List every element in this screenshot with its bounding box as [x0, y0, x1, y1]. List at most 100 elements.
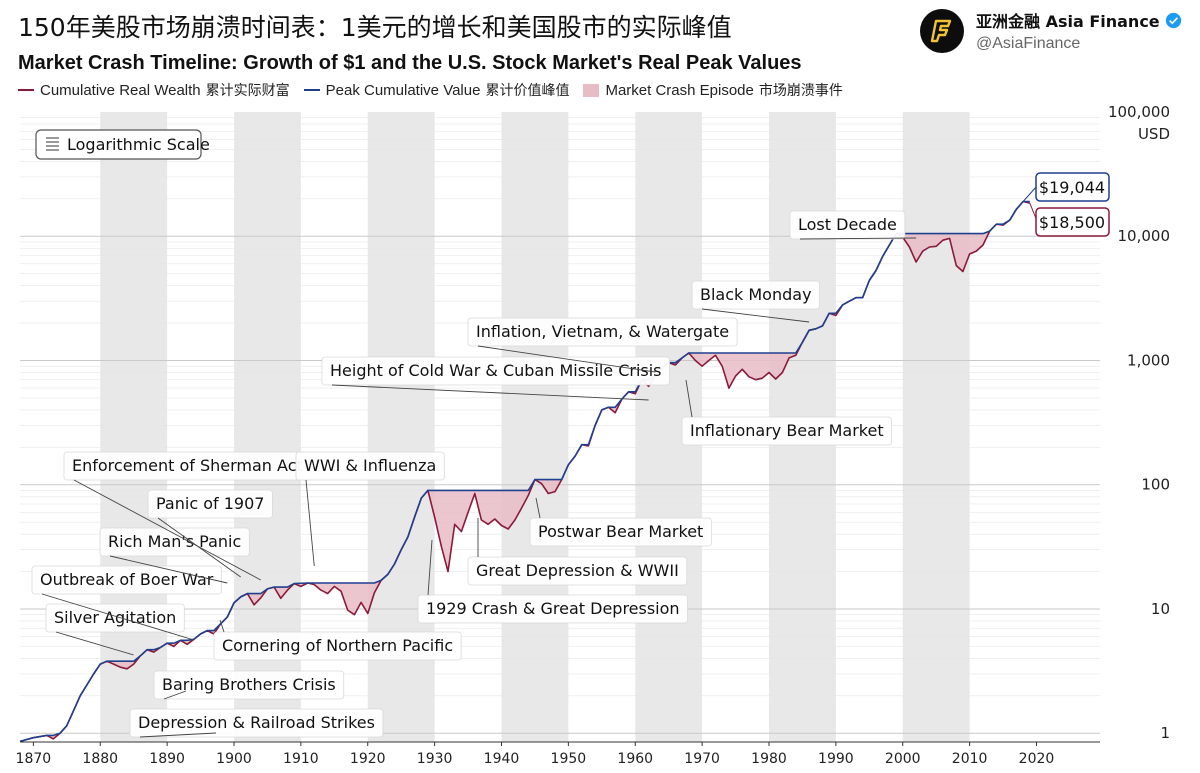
- callout-peak-box: [1035, 172, 1110, 202]
- annotation-callout: Postwar Bear Market: [529, 497, 712, 547]
- annotation-leader: [331, 384, 649, 401]
- annotation-leader: [477, 345, 656, 373]
- legend-wealth-swatch: [18, 89, 34, 91]
- annotation-label: Depression & Railroad Strikes: [138, 713, 375, 732]
- value-callouts: $19,044 $18,500: [1022, 172, 1110, 237]
- callout-wealth-value: $18,500: [1029, 202, 1110, 237]
- annotation-box: [45, 603, 185, 633]
- x-tick-label: 1970: [684, 751, 720, 767]
- annotation-label: Lost Decade: [798, 215, 897, 234]
- x-tick-label: 1890: [149, 751, 185, 767]
- legend-crash-swatch: [583, 83, 600, 97]
- x-tick-label: 1980: [751, 751, 787, 767]
- x-tick-label: 1960: [617, 751, 653, 767]
- scale-badge[interactable]: Logarithmic Scale: [35, 129, 210, 160]
- annotation-leader: [305, 479, 315, 567]
- annotation-box: [691, 280, 820, 310]
- annotation-box: [31, 565, 222, 595]
- x-tick-label: 1950: [551, 751, 587, 767]
- annotation-box: [129, 708, 384, 738]
- callout-peak-value: $19,044: [1022, 172, 1110, 202]
- legend-crash-label-cn: 市场崩溃事件: [758, 83, 843, 99]
- series-lines: [19, 200, 1030, 743]
- annotation-box: [213, 631, 462, 661]
- annotation-callout: Silver Agitation: [45, 603, 185, 656]
- annotation-label: Baring Brothers Crisis: [162, 675, 336, 694]
- logo-f-icon: [930, 19, 952, 42]
- series-line-peak-cumulative-value: [19, 200, 1030, 743]
- legend-item-wealth: Cumulative Real Wealth 累计实际财富: [18, 80, 290, 100]
- x-tick-label: 2000: [885, 751, 921, 767]
- y-tick-label: 100,000: [1108, 103, 1170, 121]
- page-title-cn: 150年美股市场崩溃时间表：1美元的增长和美国股市的实际峰值: [18, 13, 732, 42]
- annotation-label: Silver Agitation: [54, 608, 176, 627]
- verified-badge-icon: [1165, 12, 1181, 28]
- account-avatar[interactable]: [920, 8, 964, 53]
- annotation-label: Great Depression & WWII: [476, 561, 679, 580]
- decade-band-1880: [100, 112, 168, 742]
- annotation-callout: Baring Brothers Crisis: [153, 670, 345, 700]
- annotation-box: [321, 356, 670, 386]
- callout-peak-label: $19,044: [1039, 178, 1105, 197]
- callout-wealth-box: [1035, 207, 1110, 237]
- y-tick-label: 1,000: [1127, 351, 1170, 369]
- annotation-label: Height of Cold War & Cuban Missile Crisi…: [330, 361, 662, 380]
- x-tick-label: 1990: [818, 751, 854, 767]
- annotation-callout: Height of Cold War & Cuban Missile Crisi…: [321, 356, 670, 401]
- list-lines-icon: [46, 137, 59, 151]
- annotation-box: [153, 670, 345, 700]
- callout-wealth-label: $18,500: [1039, 213, 1105, 232]
- x-tick-label: 1900: [216, 751, 252, 767]
- decade-band-1940: [501, 112, 569, 742]
- x-tick-label: 2010: [952, 751, 988, 767]
- annotation-leader: [55, 631, 134, 656]
- annotation-callout: Rich Man's Panic: [99, 527, 250, 584]
- annotation-leader: [535, 497, 541, 519]
- annotation-box: [681, 416, 893, 446]
- legend-peak-label-cn: 累计价值峰值: [485, 83, 570, 99]
- annotation-leader: [73, 479, 261, 581]
- annotation-label: Rich Man's Panic: [108, 532, 241, 551]
- annotation-callout: Lost Decade: [789, 210, 917, 240]
- legend-wealth-label-cn: 累计实际财富: [205, 83, 290, 99]
- y-tick-label: 1: [1160, 724, 1170, 742]
- annotation-box: [467, 317, 738, 347]
- legend-peak-label-en: Peak Cumulative Value: [325, 81, 481, 99]
- annotation-callout: Great Depression & WWII: [467, 518, 688, 586]
- annotation-box: [295, 451, 445, 481]
- annotation-callout: Cornering of Northern Pacific: [213, 619, 462, 661]
- annotation-label: Black Monday: [700, 285, 812, 304]
- annotation-callout: Depression & Railroad Strikes: [129, 708, 384, 738]
- annotation-box: [417, 594, 688, 624]
- legend-item-crash: Market Crash Episode 市场崩溃事件: [583, 80, 843, 100]
- annotation-leader: [701, 308, 810, 323]
- annotation-label: 1929 Crash & Great Depression: [426, 599, 680, 618]
- annotation-box: [99, 527, 250, 557]
- x-tick-label: 1930: [417, 751, 453, 767]
- annotation-label: Cornering of Northern Pacific: [222, 636, 453, 655]
- annotation-callout: Black Monday: [691, 280, 820, 323]
- x-tick-label: 1880: [82, 751, 118, 767]
- annotation-label: Inflation, Vietnam, & Watergate: [476, 322, 729, 341]
- callout-peak-leader: [1022, 185, 1038, 202]
- annotation-callout: Inflation, Vietnam, & Watergate: [467, 317, 738, 373]
- annotation-leader: [41, 593, 195, 641]
- annotation-callout: Panic of 1907: [147, 489, 273, 578]
- annotation-leader: [427, 539, 433, 596]
- legend-wealth-label-en: Cumulative Real Wealth: [40, 81, 201, 99]
- x-tick-label: 1910: [283, 751, 319, 767]
- account-header[interactable]: 亚洲金融 Asia Finance @AsiaFinance: [920, 8, 1182, 53]
- annotation-label: WWI & Influenza: [304, 456, 436, 475]
- x-tick-label: 1920: [350, 751, 386, 767]
- annotation-callout: Inflationary Bear Market: [681, 379, 893, 446]
- y-tick-label: 10: [1151, 600, 1170, 618]
- annotation-leader: [219, 619, 225, 633]
- legend-crash-label-en: Market Crash Episode: [605, 81, 754, 99]
- annotation-box: [529, 517, 712, 547]
- decade-band-2000: [902, 112, 970, 742]
- annotations: Depression & Railroad Strikes Baring Brot…: [31, 210, 917, 738]
- chart-legend: Cumulative Real Wealth 累计实际财富 Peak Cumul…: [18, 80, 857, 100]
- x-tick-label: 2020: [1019, 751, 1055, 767]
- y-unit-label: USD: [1138, 125, 1170, 143]
- axes: 1 10 100 1,000 10,000 100,000 USD 1870 1880 1890 1…: [16, 103, 1170, 767]
